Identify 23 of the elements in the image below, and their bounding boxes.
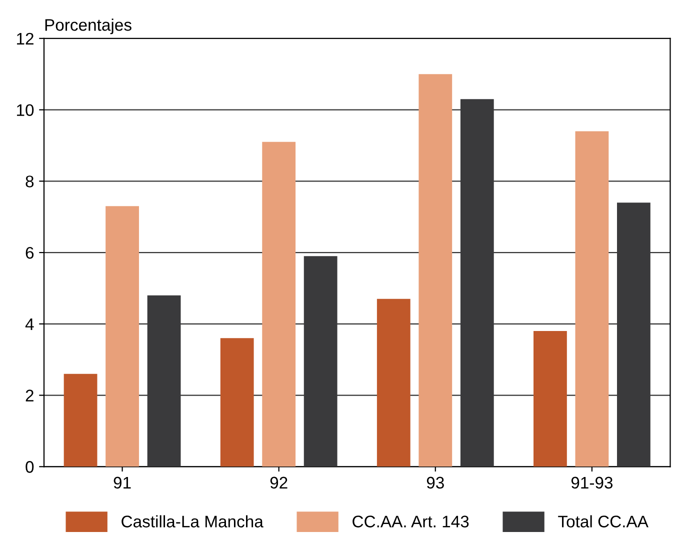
y-axis-title: Porcentajes (45, 18, 132, 34)
x-tick-label: 93 (426, 476, 444, 489)
x-tick-label: 92 (270, 476, 288, 489)
bar (220, 338, 254, 467)
y-tick-label: 6 (26, 246, 34, 259)
legend-label: CC.AA. Art. 143 (352, 516, 469, 528)
bar (106, 206, 139, 467)
bar (262, 142, 296, 467)
legend-label: Total CC.AA (558, 515, 648, 528)
bar (534, 331, 567, 467)
bar (64, 374, 98, 467)
y-tick-label: 0 (26, 461, 34, 473)
y-tick-label: 12 (17, 32, 34, 44)
legend-label: Castilla-La Mancha (122, 515, 264, 528)
x-tick-label: 91-93 (571, 476, 613, 489)
y-tick-label: 10 (17, 104, 34, 116)
y-tick-label: 4 (25, 318, 34, 330)
bar (575, 131, 609, 467)
y-tick-label: 8 (26, 176, 34, 188)
bar (376, 298, 410, 467)
x-tick-label: 91 (114, 476, 131, 489)
bar (418, 74, 452, 467)
y-tick-label: 2 (26, 390, 34, 402)
